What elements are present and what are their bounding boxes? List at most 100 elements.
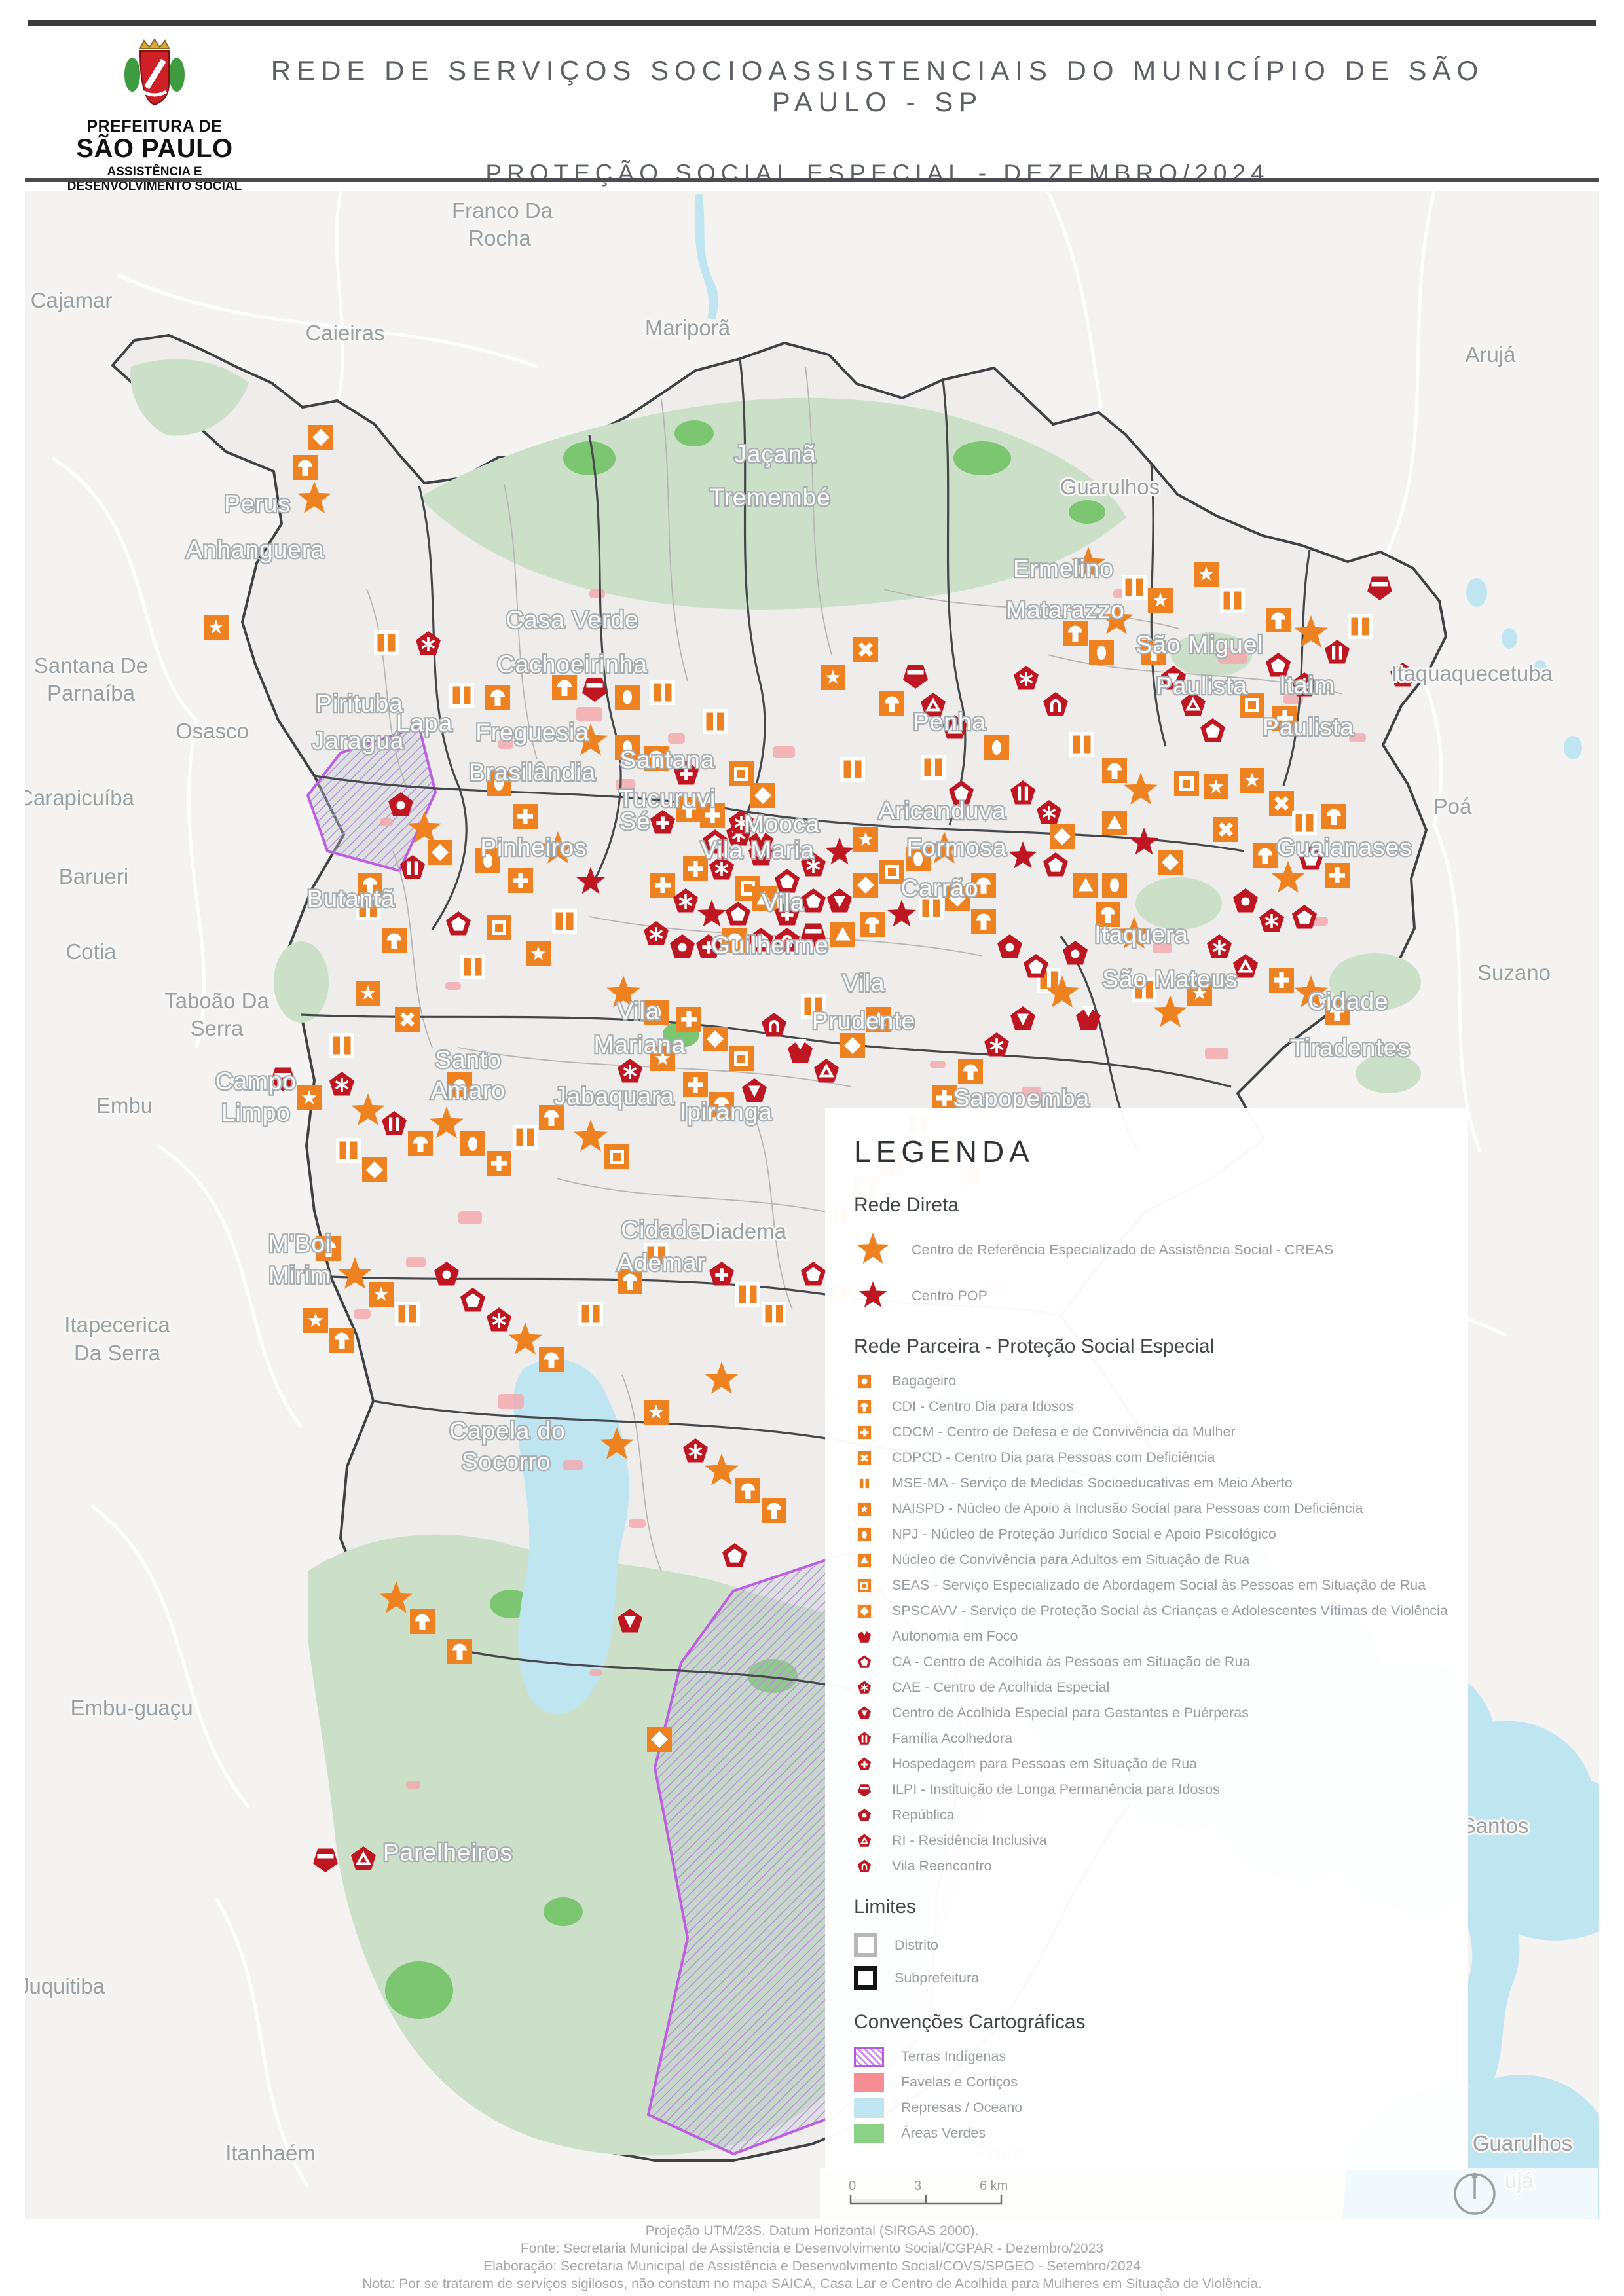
legend-item-label: ILPI - Instituição de Longa Permanência …: [892, 1781, 1220, 1797]
district-label: Jaçanã: [734, 441, 816, 467]
municipality-label: Cajamar: [31, 288, 113, 312]
marker-cdi: [1063, 621, 1088, 646]
legend-item: Centro de Referência Especializado de As…: [854, 1227, 1439, 1273]
legend-item-label: CDCM - Centro de Defesa e de Convivência…: [892, 1424, 1236, 1440]
marker-mse: [840, 757, 865, 782]
favela-patch: [773, 746, 795, 758]
legend-item-label: NAISPD - Núcleo de Apoio à Inclusão Soci…: [892, 1501, 1363, 1516]
marker-spscavv: [647, 1727, 672, 1752]
municipality-labels: Cajamar Caieiras Franco Da Rocha Mariporã Aru…: [25, 196, 1574, 2195]
district-label: Tiradentes: [1290, 1034, 1410, 1061]
district-label: Pinheiros: [480, 834, 587, 861]
footer-elaboration: Elaboração: Secretaria Municipal de Assi…: [483, 2259, 1141, 2274]
scale-strip: 0 3 6 km: [820, 2168, 1598, 2219]
marker-mse: [513, 1125, 538, 1150]
header-titles: REDE DE SERVIÇOS SOCIOASSISTENCIAIS DO M…: [210, 55, 1545, 187]
marker-spscavv: [308, 425, 333, 450]
scale-tick-3: 3: [914, 2179, 922, 2193]
district-label: Pirituba: [316, 690, 403, 717]
legend-item: SPSCAVV - Serviço de Proteção Social às …: [854, 1598, 1448, 1624]
scale-bar: 0 3 6 km: [849, 2179, 1045, 2209]
marker-cdi: [408, 1131, 433, 1156]
district-label: Formosa: [907, 834, 1007, 861]
marker-cdi: [485, 685, 510, 710]
marker-mse: [1122, 575, 1147, 600]
marker-naispd: [644, 1400, 669, 1425]
district-label: Prudente: [812, 1008, 915, 1034]
district-label: Anhanguera: [186, 536, 325, 563]
district-label: Vila: [842, 970, 885, 996]
marker-naispd: [821, 665, 845, 690]
marker-npj: [1102, 873, 1127, 898]
marker-mse: [703, 709, 728, 734]
legend-rede-direta-list: Centro de Referência Especializado de As…: [854, 1227, 1439, 1319]
marker-cdcm: [487, 1151, 511, 1176]
ca-legend-icon: [857, 1654, 872, 1668]
municipality-label: Osasco: [175, 719, 249, 743]
legend-item-label: CDI - Centro Dia para Idosos: [892, 1398, 1074, 1414]
legend-swatch: [854, 2098, 884, 2118]
legend-item: Terras Indígenas: [854, 2044, 1439, 2069]
legend-item-label: Centro de Referência Especializado de As…: [912, 1241, 1334, 1258]
district-label: M'Boi: [268, 1230, 331, 1257]
district-label: Ermelino: [1013, 555, 1114, 582]
district-label: Casa Verde: [506, 606, 638, 633]
marker-cdcm: [1325, 863, 1350, 888]
legend-item-label: MSE-MA - Serviço de Medidas Socioeducati…: [892, 1475, 1293, 1491]
legend-item-label: CDPCD - Centro Dia para Pessoas com Defi…: [892, 1449, 1215, 1465]
marker-cdpcd: [395, 1007, 420, 1032]
legend-item-label: RI - Residência Inclusiva: [892, 1832, 1047, 1848]
district-label: Mirim: [268, 1262, 331, 1288]
marker-cdcm: [508, 868, 533, 893]
marker-cdcm: [650, 873, 675, 898]
bag-legend-icon: [857, 1374, 872, 1388]
municipality-label: Santana De: [34, 653, 148, 678]
legend-item: Favelas e Cortiços: [854, 2069, 1439, 2095]
legend-item: Centro POP: [854, 1273, 1439, 1319]
marker-cdi: [762, 1498, 786, 1523]
district-label: Sé: [619, 808, 650, 835]
marker-cdi: [1102, 758, 1127, 783]
cdcm-legend-icon: [857, 1425, 872, 1439]
municipality-label: Caieiras: [305, 321, 384, 345]
marker-spscavv: [362, 1157, 387, 1182]
municipality-label: Itapecerica: [64, 1313, 170, 1337]
legend-item-label: CAE - Centro de Acolhida Especial: [892, 1679, 1110, 1695]
district-label: Cachoeirinha: [497, 651, 648, 678]
favela-patch: [1022, 1087, 1041, 1097]
municipality-label: Guarulhos: [1473, 2131, 1572, 2155]
district-label: Cidade: [1308, 988, 1388, 1015]
footer-projection: Projeção UTM/23S. Datum Horizontal (SIRG…: [645, 2223, 979, 2238]
legend-item: NPJ - Núcleo de Proteção Jurídico Social…: [854, 1522, 1439, 1547]
marker-cdi: [539, 1347, 564, 1372]
cdpcd-legend-icon: [857, 1451, 872, 1465]
favela-patch: [589, 1669, 602, 1676]
scale-tick-0: 0: [849, 2179, 857, 2193]
legend-item-label: Centro de Acolhida Especial para Gestant…: [892, 1705, 1249, 1721]
legend-item: CDPCD - Centro Dia para Pessoas com Defi…: [854, 1445, 1439, 1470]
favela-patch: [354, 1309, 371, 1319]
marker-npj: [984, 735, 1009, 760]
district-label: Socorro: [462, 1448, 551, 1475]
scale-bar-graphic: [849, 2195, 1003, 2205]
municipality-label: Santos: [1462, 1813, 1529, 1838]
logo-line3: ASSISTÊNCIA E DESENVOLVIMENTO SOCIAL: [67, 165, 242, 193]
legend-title: LEGENDA: [854, 1135, 1035, 1169]
marker-mse: [1069, 732, 1094, 757]
municipality-label: Taboão Da: [164, 989, 269, 1013]
legend-item: Núcleo de Convivência para Adultos em Si…: [854, 1547, 1439, 1573]
page-top-rule: [28, 20, 1596, 26]
legend-item-label: Vila Reencontro: [892, 1858, 992, 1874]
district-label: Vila: [617, 998, 659, 1025]
municipality-label: Arujá: [1465, 342, 1516, 367]
marker-npj: [1089, 640, 1114, 665]
legend-item-label: Represas / Oceano: [901, 2100, 1023, 2115]
marker-cdi: [293, 455, 318, 480]
legend-item: Vila Reencontro: [854, 1853, 1439, 1879]
marker-cdpcd: [1213, 817, 1238, 842]
municipality-label: Cotia: [65, 939, 117, 964]
municipality-label: Guarulhos: [1060, 475, 1160, 499]
legend-item-label: NPJ - Núcleo de Proteção Jurídico Social…: [892, 1526, 1276, 1542]
marker-npj: [460, 1131, 485, 1156]
naispd-legend-icon: [857, 1502, 872, 1516]
